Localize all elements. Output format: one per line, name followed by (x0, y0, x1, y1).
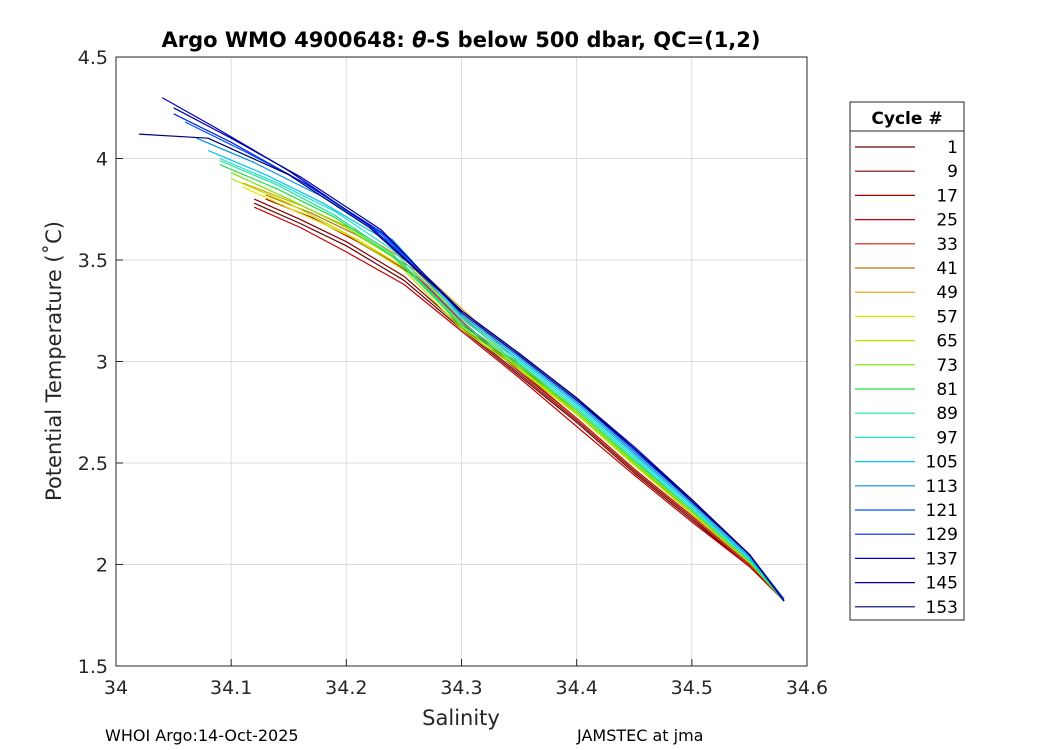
legend-label-cycle-121: 121 (926, 501, 958, 521)
legend-label-cycle-153: 153 (926, 598, 958, 618)
series-line-cycle-73 (230, 172, 785, 602)
x-tick-label: 34.5 (671, 677, 713, 699)
legend-label-cycle-9: 9 (947, 162, 958, 182)
footer-credit-right: JAMSTEC at jma (577, 726, 704, 745)
series-line-cycle-153 (138, 133, 785, 602)
series-line-cycle-65 (230, 178, 785, 602)
legend-label-cycle-57: 57 (936, 307, 958, 327)
series-layer (138, 97, 785, 602)
legend-label-cycle-25: 25 (936, 211, 958, 231)
x-tick-label: 34.4 (556, 677, 598, 699)
legend-label-cycle-65: 65 (936, 332, 958, 352)
y-tick-label: 1.5 (78, 656, 108, 678)
legend-label-cycle-73: 73 (936, 356, 958, 376)
y-tick-label: 3 (96, 352, 108, 374)
x-tick-label: 34.2 (325, 677, 367, 699)
legend-label-cycle-41: 41 (936, 259, 958, 279)
legend-label-cycle-105: 105 (926, 453, 958, 473)
legend-label-cycle-113: 113 (926, 477, 958, 497)
x-axis-label: Salinity (422, 706, 500, 730)
y-tick-label: 4 (96, 149, 108, 171)
series-line-cycle-25 (253, 206, 785, 602)
legend-label-cycle-33: 33 (936, 235, 958, 255)
series-line-cycle-97 (219, 157, 785, 600)
x-tick-label: 34.1 (210, 677, 252, 699)
y-tick-label: 4.5 (78, 47, 108, 69)
axis-ticks: 34 34.1 34.2 34.3 34.4 34.5 34.6 1.5 2 2.5 3 3.5 4 4.… (78, 47, 828, 699)
legend: Cycle # 1 9 17 25 33 41 49 57 65 73 81 89 97 105 113 12… (849, 101, 965, 621)
y-tick-label: 3.5 (78, 250, 108, 272)
legend-title: Cycle # (871, 109, 942, 129)
x-tick-label: 34.6 (786, 677, 828, 699)
legend-label-cycle-129: 129 (926, 525, 958, 545)
legend-label-cycle-89: 89 (936, 404, 958, 424)
y-tick-label: 2 (96, 555, 108, 577)
series-line-cycle-105 (207, 149, 785, 600)
x-tick-label: 34.3 (440, 677, 482, 699)
series-line-cycle-145 (173, 107, 785, 602)
footer-credit-left: WHOI Argo:14-Oct-2025 (105, 726, 299, 745)
legend-label-cycle-49: 49 (936, 283, 958, 303)
legend-label-cycle-145: 145 (926, 574, 958, 594)
legend-label-cycle-81: 81 (936, 380, 958, 400)
y-axis-label: Potential Temperature (˚C) (42, 221, 66, 501)
legend-label-cycle-97: 97 (936, 428, 958, 448)
x-tick-label: 34 (104, 677, 128, 699)
series-line-cycle-1 (253, 202, 785, 600)
legend-label-cycle-1: 1 (947, 138, 958, 158)
series-line-cycle-113 (196, 137, 785, 600)
chart-title: Argo WMO 4900648: θ-S below 500 dbar, QC… (161, 28, 760, 52)
series-line-cycle-9 (253, 198, 785, 600)
legend-label-cycle-137: 137 (926, 549, 958, 569)
legend-label-cycle-17: 17 (936, 186, 958, 206)
legend-items: 1 9 17 25 33 41 49 57 65 73 81 89 97 105 113 121 129 137 1… (855, 138, 958, 618)
series-line-cycle-89 (219, 159, 785, 602)
y-tick-label: 2.5 (78, 453, 108, 475)
